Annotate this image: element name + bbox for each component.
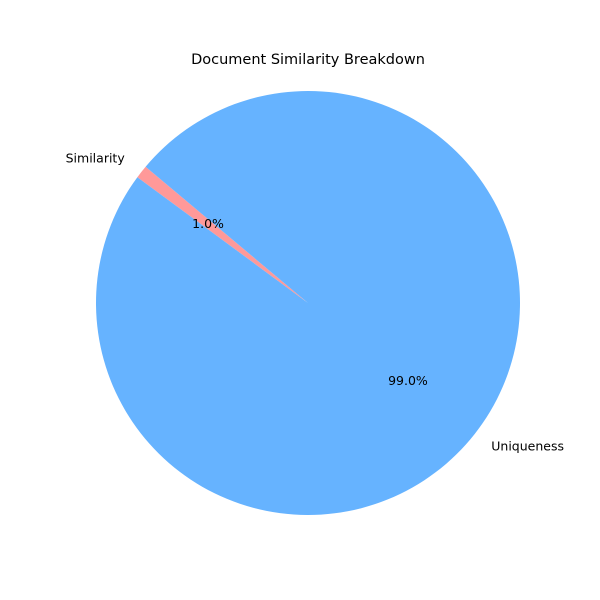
pie-slices xyxy=(96,90,520,515)
pie-slice-similarity xyxy=(137,166,308,303)
pie-slice-uniqueness xyxy=(96,90,520,515)
chart-title: Document Similarity Breakdown xyxy=(191,52,425,68)
slice-percent-uniqueness: 99.0% xyxy=(388,373,428,388)
slice-label-uniqueness: Uniqueness xyxy=(491,439,564,454)
pie-labels: Similarity 1.0% Uniqueness 99.0% xyxy=(66,150,564,453)
slice-label-similarity: Similarity xyxy=(66,150,126,165)
slice-percent-similarity: 1.0% xyxy=(192,216,224,231)
